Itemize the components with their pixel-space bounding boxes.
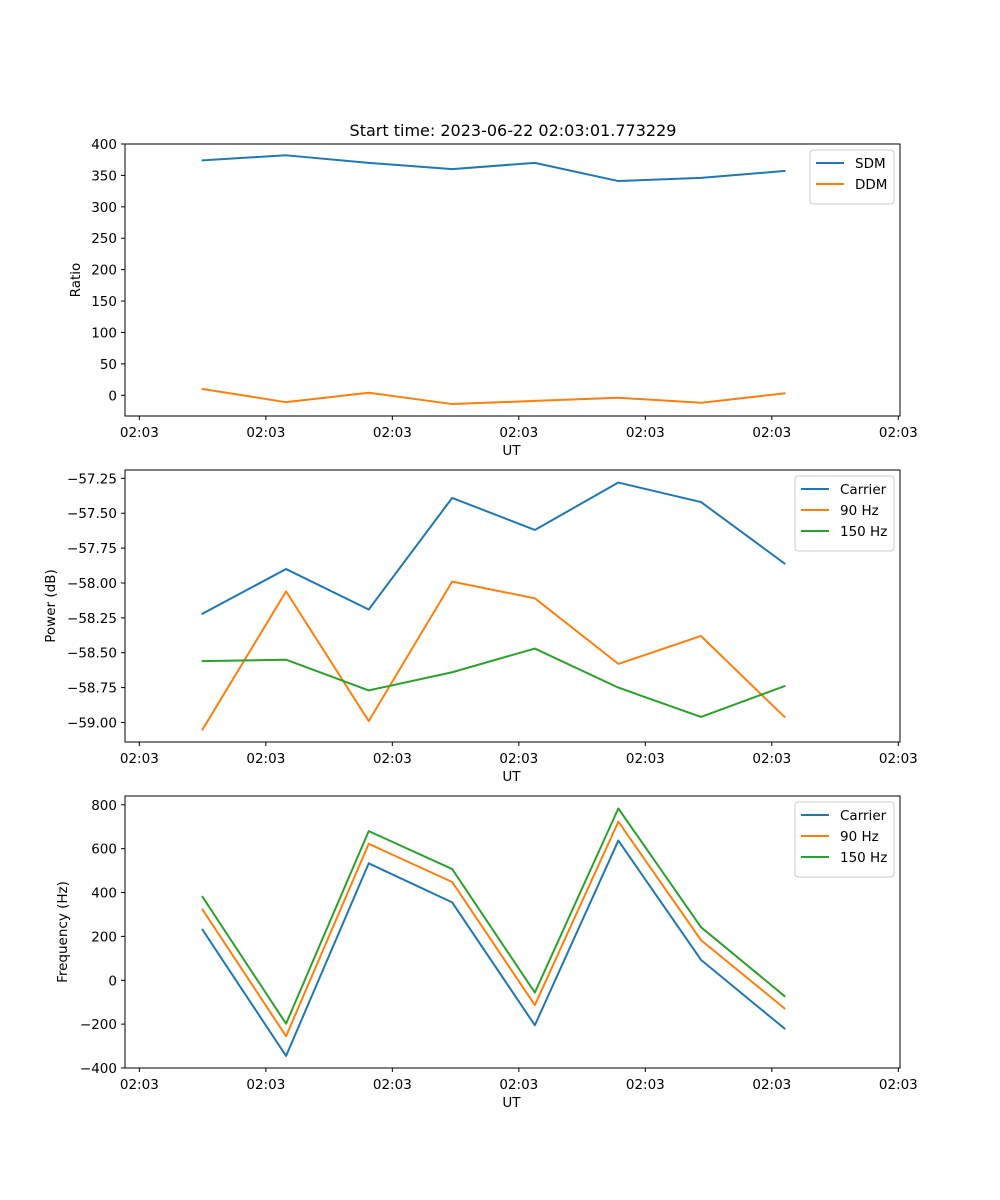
y-tick-label: 400	[91, 886, 117, 902]
y-tick-label: −58.75	[67, 681, 117, 697]
y-tick-label: 200	[91, 263, 117, 279]
legend-frame	[794, 475, 895, 552]
y-tick-label: 50	[100, 357, 117, 373]
y-tick-label: 600	[91, 842, 117, 858]
x-tick-label: 02:03	[499, 1077, 538, 1093]
x-tick-label: 02:03	[246, 425, 285, 441]
x-tick-label: 02:03	[373, 425, 412, 441]
x-axis-label: UT	[502, 443, 521, 459]
y-tick-label: −57.50	[67, 506, 117, 522]
y-tick-label: −400	[80, 1061, 117, 1077]
y-tick-label: −57.75	[67, 541, 117, 557]
legend-label: Carrier	[840, 482, 887, 498]
x-tick-label: 02:03	[879, 751, 918, 767]
legend-label: Carrier	[840, 808, 887, 824]
x-tick-label: 02:03	[626, 1077, 665, 1093]
y-axis-label: Power (dB)	[43, 569, 59, 642]
y-tick-label: 0	[108, 973, 117, 989]
legend-label: 90 Hz	[840, 829, 879, 845]
x-tick-label: 02:03	[246, 1077, 285, 1093]
legend-label: 150 Hz	[840, 850, 887, 866]
figure-title: Start time: 2023-06-22 02:03:01.773229	[350, 121, 677, 140]
x-tick-label: 02:03	[752, 751, 791, 767]
x-tick-label: 02:03	[499, 751, 538, 767]
x-tick-label: 02:03	[120, 425, 159, 441]
legend-label: SDM	[855, 156, 886, 172]
x-tick-label: 02:03	[752, 425, 791, 441]
y-tick-label: 150	[91, 294, 117, 310]
y-tick-label: 300	[91, 200, 117, 216]
x-tick-label: 02:03	[752, 1077, 791, 1093]
x-tick-label: 02:03	[626, 425, 665, 441]
ratio-panel: 02:03 02:03 02:03 02:03 02:03 02:03 02:03 0 50 10…	[68, 137, 918, 459]
axes-frame	[124, 795, 901, 1069]
x-axis-label: UT	[502, 1095, 521, 1111]
y-tick-label: −58.25	[67, 611, 117, 627]
y-tick-label: 800	[91, 798, 117, 814]
y-tick-label: −57.25	[67, 471, 117, 487]
x-tick-label: 02:03	[373, 751, 412, 767]
legend: Carrier 90 Hz 150 Hz	[794, 801, 895, 878]
x-tick-label: 02:03	[879, 425, 918, 441]
y-tick-label: −58.50	[67, 646, 117, 662]
y-tick-label: 400	[91, 137, 117, 153]
series-line-150-hz	[201, 647, 786, 718]
x-tick-label: 02:03	[373, 1077, 412, 1093]
y-tick-label: 100	[91, 325, 117, 341]
x-tick-label: 02:03	[120, 751, 159, 767]
y-tick-label: −200	[80, 1017, 117, 1033]
legend: Carrier 90 Hz 150 Hz	[794, 475, 895, 552]
x-tick-label: 02:03	[246, 751, 285, 767]
x-tick-label: 02:03	[879, 1077, 918, 1093]
y-tick-label: 0	[108, 388, 117, 404]
power-panel: 02:03 02:03 02:03 02:03 02:03 02:03 02:03 −59.0…	[43, 469, 918, 785]
axes-frame	[124, 469, 901, 743]
axes-frame	[124, 143, 901, 417]
legend-label: 90 Hz	[840, 503, 879, 519]
series-line-150-hz	[201, 807, 786, 1025]
y-tick-label: −58.00	[67, 576, 117, 592]
frequency-panel: 02:03 02:03 02:03 02:03 02:03 02:03 02:03−400−…	[55, 795, 918, 1111]
y-tick-label: 200	[91, 929, 117, 945]
legend-frame	[794, 801, 895, 878]
x-axis-label: UT	[502, 769, 521, 785]
y-axis-label: Frequency (Hz)	[55, 881, 71, 983]
y-axis-label: Ratio	[68, 263, 84, 298]
legend-label: DDM	[855, 177, 887, 193]
y-tick-label: −59.00	[67, 715, 117, 731]
y-tick-label: 350	[91, 168, 117, 184]
x-tick-label: 02:03	[499, 425, 538, 441]
series-line-90-hz	[201, 820, 786, 1038]
y-tick-label: 250	[91, 231, 117, 247]
legend-label: 150 Hz	[840, 524, 887, 540]
series-line-carrier	[201, 481, 786, 616]
x-tick-label: 02:03	[120, 1077, 159, 1093]
series-line-carrier	[201, 839, 786, 1057]
series-line-90-hz	[201, 580, 786, 731]
series-line-sdm	[201, 154, 786, 183]
legend: SDM DDM	[809, 149, 895, 205]
series-line-ddm	[201, 387, 786, 406]
x-tick-label: 02:03	[626, 751, 665, 767]
